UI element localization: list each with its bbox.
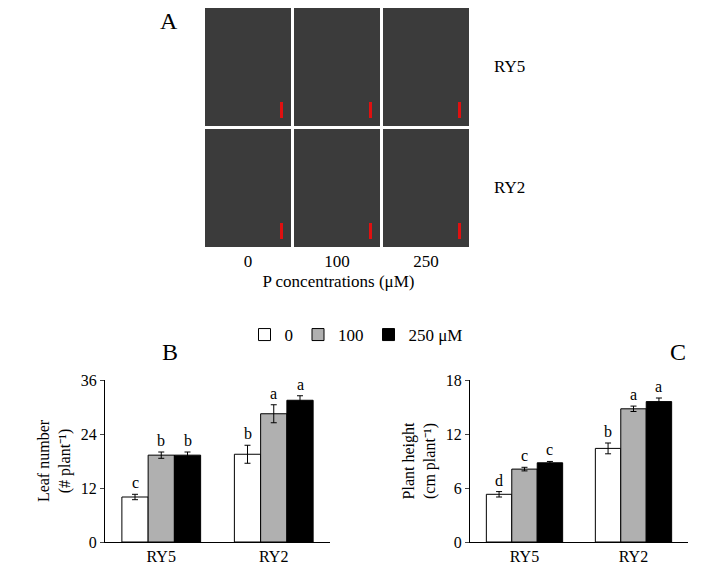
svg-text:c: c (521, 447, 528, 464)
svg-text:12: 12 (446, 426, 462, 443)
svg-text:RY5: RY5 (510, 548, 539, 565)
svg-text:a: a (297, 376, 304, 393)
svg-text:a: a (270, 385, 277, 402)
svg-text:c: c (546, 441, 553, 458)
svg-text:C: C (670, 339, 686, 365)
html-text:P concentrations (μM): P concentrations (μM) (262, 272, 415, 291)
svg-text:b: b (604, 423, 612, 440)
svg-text:d: d (495, 472, 503, 489)
svg-text:250 μM: 250 μM (409, 326, 463, 345)
svg-text:b: b (244, 425, 252, 442)
svg-text:b: b (184, 432, 192, 449)
svg-text:36: 36 (81, 372, 97, 389)
svg-text:b: b (157, 432, 165, 449)
svg-text:6: 6 (454, 480, 462, 497)
html-text:100: 100 (324, 252, 350, 271)
svg-text:0: 0 (285, 326, 294, 345)
svg-text:0: 0 (454, 534, 462, 551)
html-text:250: 250 (413, 252, 439, 271)
svg-text:B: B (162, 339, 178, 365)
html-text:RY2: RY2 (494, 178, 526, 197)
svg-text:RY2: RY2 (619, 548, 648, 565)
svg-text:0: 0 (89, 534, 97, 551)
svg-text:a: a (655, 378, 662, 395)
svg-text:c: c (132, 474, 139, 491)
svg-text:12: 12 (81, 480, 97, 497)
svg-text:24: 24 (81, 426, 97, 443)
html-text:0: 0 (243, 252, 253, 271)
svg-text:RY5: RY5 (147, 548, 176, 565)
html-text:RY5: RY5 (494, 57, 526, 76)
html-text:A: A (160, 8, 178, 34)
svg-text:Leaf number(# plant⁻¹): Leaf number(# plant⁻¹) (35, 419, 74, 502)
svg-text:18: 18 (446, 372, 462, 389)
svg-text:RY2: RY2 (259, 548, 288, 565)
svg-text:a: a (630, 386, 637, 403)
svg-text:100: 100 (338, 326, 364, 345)
svg-text:Plant height(cm plant⁻¹): Plant height(cm plant⁻¹) (400, 422, 439, 499)
